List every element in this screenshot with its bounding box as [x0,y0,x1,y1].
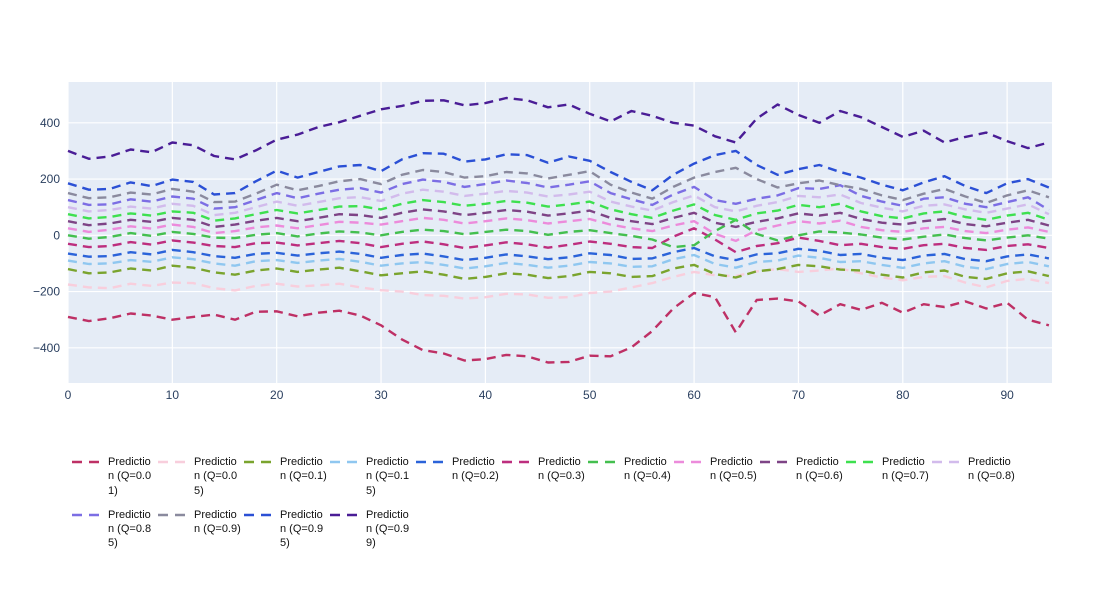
legend-label: Prediction (Q=0.99) [366,508,410,550]
legend-dash-swatch [158,460,188,464]
legend-label: Prediction (Q=0.05) [194,456,238,497]
series-line-prediction-q-0.01- [67,291,1050,364]
legend-label: Prediction (Q=0.1) [280,456,327,483]
legend-item-prediction-q-0.5-[interactable]: Prediction (Q=0.5) [674,455,760,484]
legend-label: Prediction (Q=0.7) [882,456,929,483]
legend-item-prediction-q-0.01-[interactable]: Prediction (Q=0.01) [72,455,158,498]
legend-label: Prediction (Q=0.2) [452,456,499,483]
legend-dash-swatch [244,460,274,464]
legend-dash-swatch [674,460,704,464]
legend-dash-swatch [502,460,532,464]
series-line-prediction-q-0.6- [67,208,1050,229]
legend-item-prediction-q-0.2-[interactable]: Prediction (Q=0.2) [416,455,502,484]
legend-item-prediction-q-0.6-[interactable]: Prediction (Q=0.6) [760,455,846,484]
y-tick-label: −400 [33,341,60,355]
legend-item-prediction-q-0.3-[interactable]: Prediction (Q=0.3) [502,455,588,484]
legend-label: Prediction (Q=0.9) [194,508,241,536]
gridlines [67,82,1052,383]
legend-label: Prediction (Q=0.95) [280,508,324,550]
y-tick-label: −200 [33,285,60,299]
legend-item-prediction-q-0.4-[interactable]: Prediction (Q=0.4) [588,455,674,484]
legend-item-prediction-q-0.95-[interactable]: Prediction (Q=0.95) [244,508,330,551]
legend-dash-swatch [72,513,102,517]
series-line-prediction-q-0.1- [67,263,1050,281]
legend-dash-swatch [932,460,962,464]
legend-item-prediction-q-0.15-[interactable]: Prediction (Q=0.15) [330,455,416,498]
x-tick-label: 60 [687,388,701,402]
x-axis-ticks: 0 10 20 30 40 50 60 70 80 90 [65,388,1014,402]
legend-dash-swatch [330,513,360,517]
series-line-prediction-q-0.5- [67,216,1050,243]
x-tick-label: 20 [270,388,284,402]
y-tick-label: 200 [40,172,60,186]
series-line-prediction-q-0.2- [67,246,1050,263]
series-line-prediction-q-0.05- [67,267,1050,300]
legend-label: Prediction (Q=0.5) [710,456,757,483]
legend-dash-swatch [416,460,446,464]
legend-item-prediction-q-0.8-[interactable]: Prediction (Q=0.8) [932,455,1018,484]
series-line-prediction-q-0.15- [67,253,1050,271]
legend-label: Prediction (Q=0.8) [968,456,1015,483]
legend-label: Prediction (Q=0.85) [108,508,152,550]
series-line-prediction-q-0.4- [67,218,1050,249]
chart-legend: Prediction (Q=0.01) Prediction (Q=0.05) Pr… [72,455,1052,551]
series-line-prediction-q-0.3- [67,227,1050,254]
legend-item-prediction-q-0.99-[interactable]: Prediction (Q=0.99) [330,508,416,551]
x-tick-label: 80 [896,388,910,402]
y-tick-label: 0 [53,228,60,242]
legend-item-prediction-q-0.7-[interactable]: Prediction (Q=0.7) [846,455,932,484]
legend-item-prediction-q-0.85-[interactable]: Prediction (Q=0.85) [72,508,158,551]
legend-label: Prediction (Q=0.01) [108,456,152,497]
legend-dash-swatch [158,513,188,517]
legend-item-prediction-q-0.9-[interactable]: Prediction (Q=0.9) [158,508,244,537]
series-line-prediction-q-0.7- [67,198,1050,222]
legend-item-prediction-q-0.05-[interactable]: Prediction (Q=0.05) [158,455,244,498]
legend-label: Prediction (Q=0.6) [796,456,843,483]
series-line-prediction-q-0.8- [67,188,1050,217]
y-tick-label: 400 [40,116,60,130]
y-axis-ticks: −400 −200 0 200 400 [33,116,60,355]
series-line-prediction-q-0.85- [67,178,1050,212]
legend-dash-swatch [588,460,618,464]
x-tick-label: 10 [166,388,180,402]
x-tick-label: 0 [65,388,72,402]
legend-dash-swatch [760,460,790,464]
legend-label: Prediction (Q=0.4) [624,456,671,483]
x-tick-label: 70 [792,388,806,402]
legend-label: Prediction (Q=0.3) [538,456,585,483]
legend-dash-swatch [330,460,360,464]
series-line-prediction-q-0.99- [67,96,1050,161]
legend-dash-swatch [244,513,274,517]
series-line-prediction-q-0.9- [67,166,1050,205]
series-line-prediction-q-0.95- [67,149,1050,196]
x-tick-label: 30 [374,388,388,402]
legend-dash-swatch [846,460,876,464]
plot-area[interactable]: 0 10 20 30 40 50 60 70 80 90 −400 −200 0 200 400 [0,0,1102,420]
legend-dash-swatch [72,460,102,464]
legend-label: Prediction (Q=0.15) [366,456,410,497]
series-lines [67,96,1050,364]
x-tick-label: 50 [583,388,597,402]
x-tick-label: 40 [479,388,493,402]
x-tick-label: 90 [1000,388,1014,402]
legend-item-prediction-q-0.1-[interactable]: Prediction (Q=0.1) [244,455,330,484]
